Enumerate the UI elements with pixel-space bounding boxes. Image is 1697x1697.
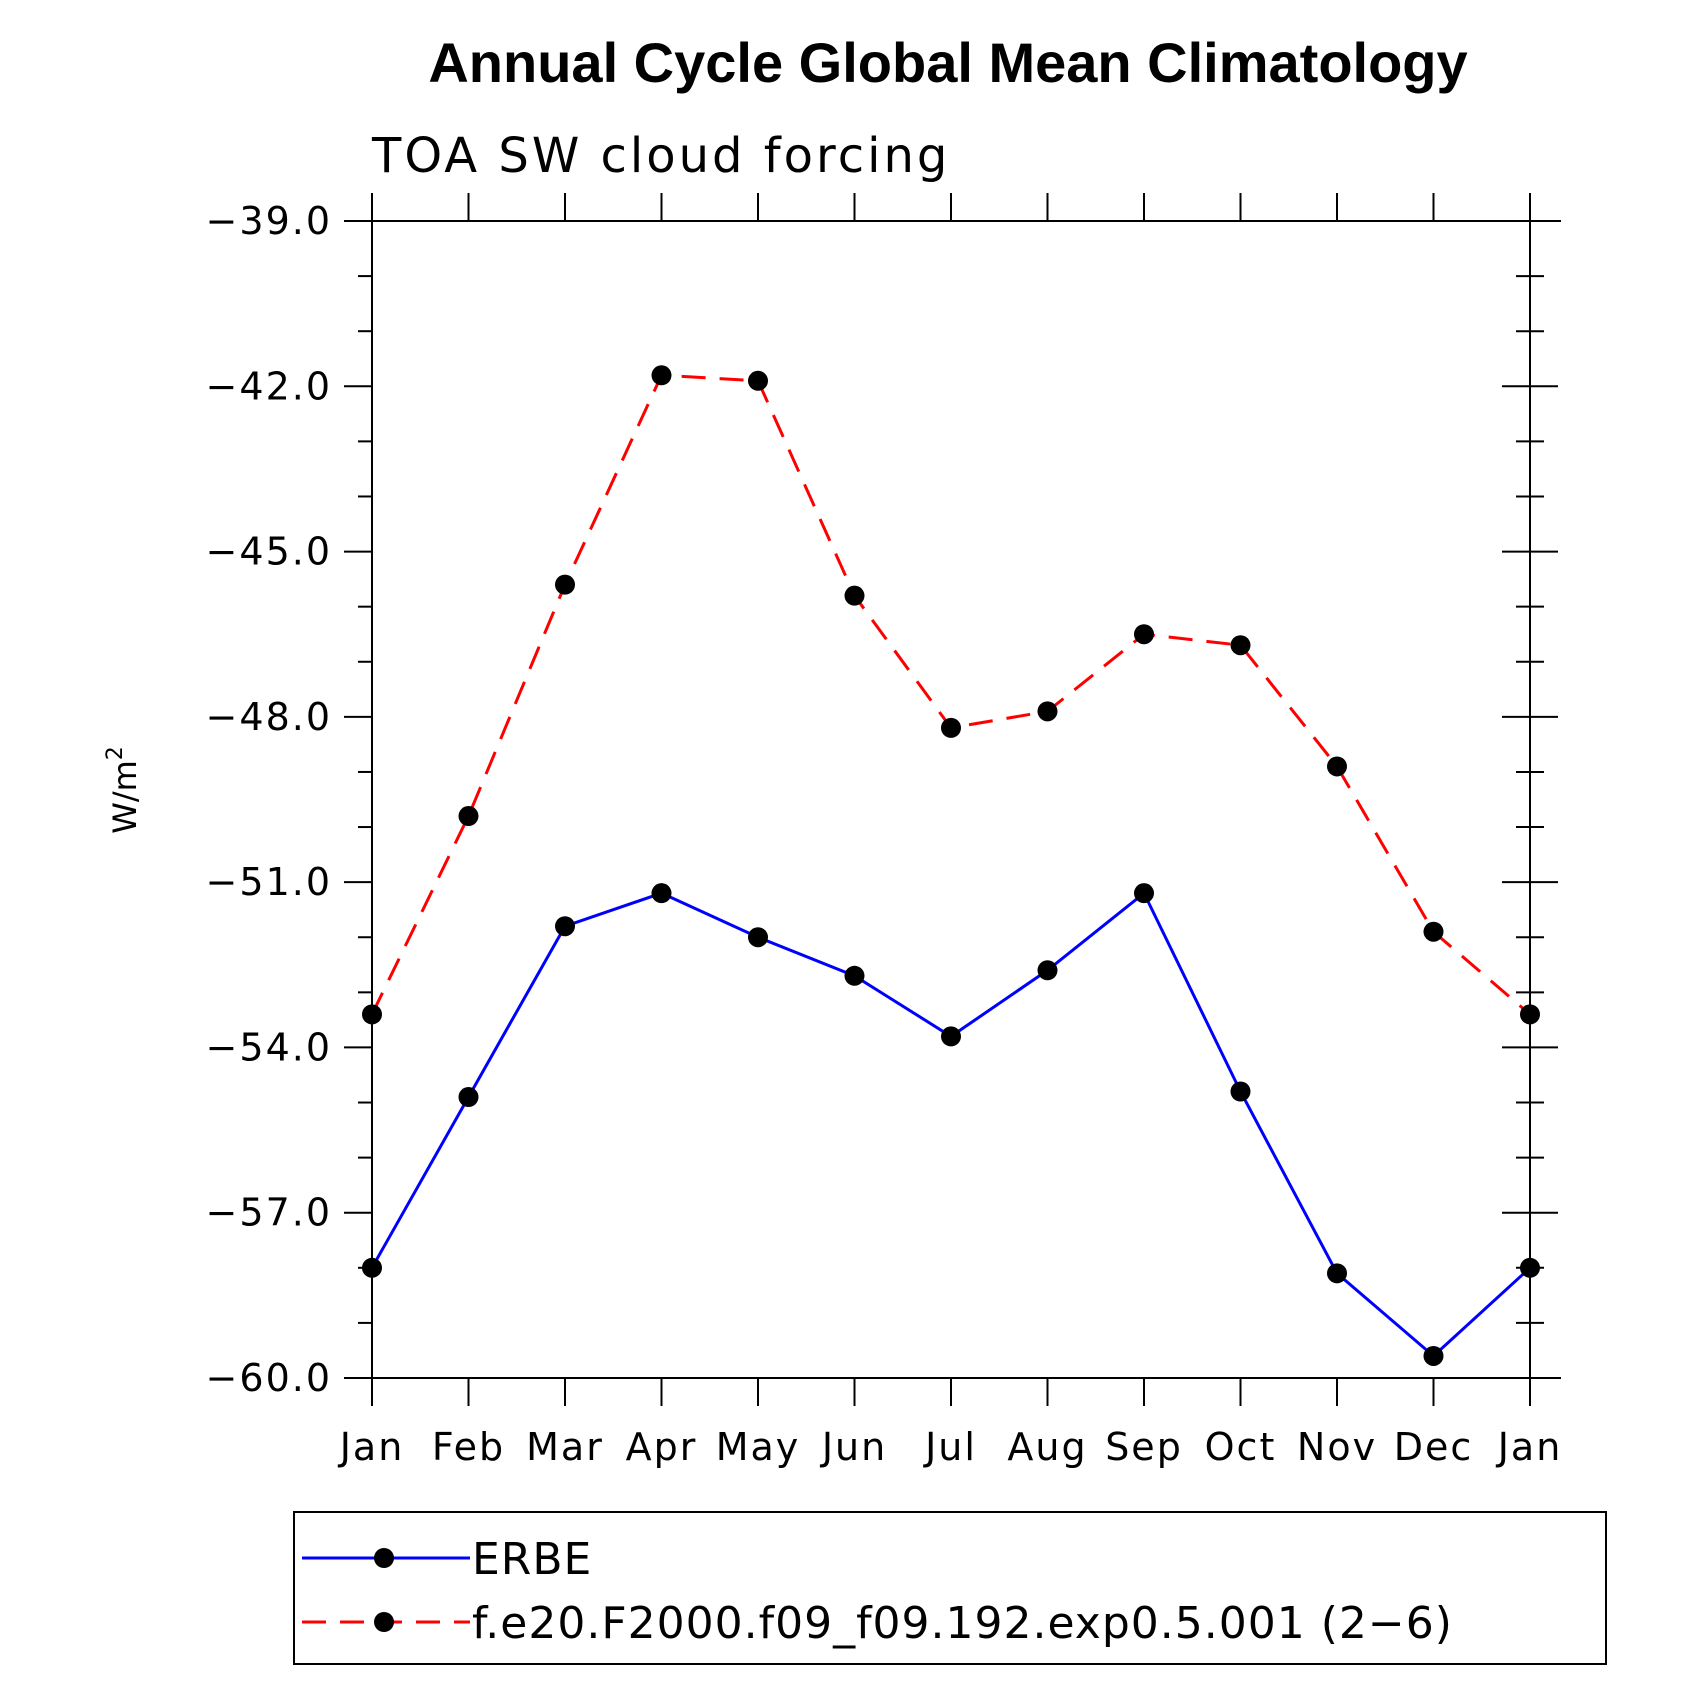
y-tick-label: −45.0 — [206, 530, 332, 574]
legend-box — [293, 1511, 1607, 1665]
series-2-point — [362, 1004, 382, 1025]
x-tick-label: Jul — [923, 1425, 977, 1469]
series-1-point — [844, 965, 865, 986]
series-2-point — [1327, 756, 1347, 777]
y-tick-label: −51.0 — [206, 860, 332, 904]
series-1-point — [651, 883, 672, 904]
series-2-point — [1230, 635, 1251, 656]
x-tick-label: Jun — [820, 1425, 887, 1469]
legend: ERBE f.e20.F2000.f09_f09.192.exp0.5.001 (… — [293, 1511, 1607, 1665]
series-2-point — [941, 717, 961, 738]
y-axis-title: W/m2 — [103, 746, 144, 834]
x-tick-label: Apr — [626, 1425, 698, 1469]
y-axis-title-text: W/m — [106, 760, 144, 834]
y-tick-label: −39.0 — [206, 199, 332, 243]
series-2-point — [1037, 701, 1058, 722]
chart-subtitle: TOA SW cloud forcing — [371, 128, 950, 184]
x-tick-label: May — [716, 1425, 801, 1469]
series-2-point — [651, 365, 672, 386]
series-2-point — [458, 806, 479, 827]
legend-label-2: f.e20.F2000.f09_f09.192.exp0.5.001 (2−6) — [472, 1598, 1453, 1649]
y-axis-title-superscript: 2 — [103, 746, 128, 760]
series-1-point — [1520, 1257, 1540, 1278]
x-tick-label: Nov — [1297, 1425, 1377, 1469]
y-tick-label: −54.0 — [206, 1025, 332, 1069]
series-1-point — [1327, 1263, 1347, 1284]
chart-title: Annual Cycle Global Mean Climatology — [428, 31, 1467, 94]
series-2-point — [1134, 624, 1154, 645]
x-tick-label: Jan — [338, 1425, 405, 1469]
y-tick-label: −57.0 — [206, 1191, 332, 1235]
series-1-point — [362, 1257, 382, 1278]
series-2-point — [1520, 1004, 1540, 1025]
x-tick-label: Aug — [1007, 1425, 1087, 1469]
y-tick-labels: −60.0 −57.0 −54.0 −51.0 −48.0 −45.0 −42.0 −39.0 — [206, 199, 332, 1400]
series-1-point — [1037, 960, 1058, 981]
x-tick-label: Mar — [526, 1425, 604, 1469]
series-1-point — [555, 916, 575, 937]
series-1-point — [1134, 883, 1154, 904]
svg-text:W/m2: W/m2 — [103, 746, 144, 834]
series-1-point — [941, 1026, 961, 1047]
x-tick-labels: Jan Feb Mar Apr May Jun Jul Aug Sep Oct Nov Dec Jan — [338, 1425, 1563, 1469]
series-2-point — [1423, 921, 1444, 942]
x-tick-label: Jan — [1496, 1425, 1563, 1469]
y-tick-label: −60.0 — [206, 1356, 332, 1400]
axis-ticks — [344, 193, 1558, 1406]
plot-frame — [371, 220, 1561, 1379]
series-1-point — [1423, 1345, 1444, 1366]
legend-marker-1 — [374, 1548, 394, 1568]
y-tick-label: −48.0 — [206, 695, 332, 739]
legend-marker-2 — [374, 1612, 394, 1632]
y-tick-label: −42.0 — [206, 364, 332, 408]
series-line-1 — [370, 890, 1532, 1358]
series-2-point — [748, 370, 768, 391]
series-2-point — [844, 585, 865, 606]
x-tick-label: Sep — [1105, 1425, 1183, 1469]
x-tick-label: Oct — [1205, 1425, 1277, 1469]
series-line-2 — [370, 373, 1531, 1016]
x-tick-label: Dec — [1394, 1425, 1474, 1469]
series-2-point — [555, 574, 575, 595]
series-layer — [362, 365, 1540, 1366]
series-1-point — [1230, 1081, 1251, 1102]
series-1-point — [458, 1087, 479, 1108]
legend-label-1: ERBE — [472, 1534, 592, 1585]
x-tick-label: Feb — [432, 1425, 505, 1469]
series-1-point — [748, 927, 768, 948]
